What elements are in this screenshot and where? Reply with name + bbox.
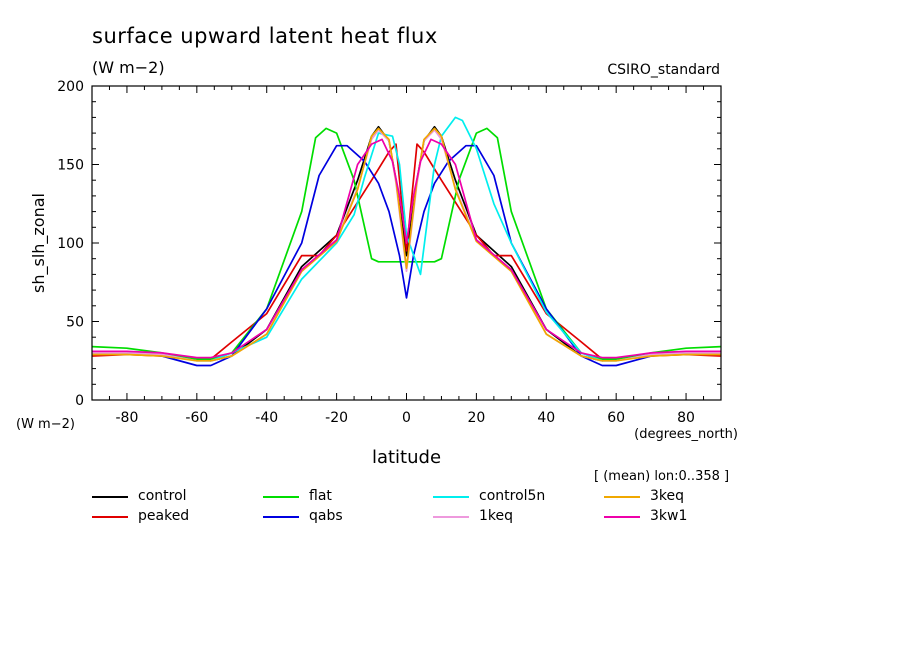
y-tick-label: 0 xyxy=(75,393,84,409)
x-tick-label: -80 xyxy=(116,410,139,426)
plot-frame xyxy=(91,85,722,401)
legend-swatch xyxy=(92,496,128,498)
chart-series xyxy=(91,116,722,367)
x-tick-label: 80 xyxy=(677,410,695,426)
chart-labels: -80 -60 -40 -20 0 20 40 60 80 0 50 100 150 200 sh_slh_… xyxy=(16,79,738,468)
y-tick-label: 100 xyxy=(57,236,84,252)
legend-label: 3keq xyxy=(650,488,685,504)
y-tick-label: 50 xyxy=(66,315,84,331)
legend-label: flat xyxy=(309,488,332,504)
legend-swatch xyxy=(604,496,640,498)
legend-swatch xyxy=(433,496,469,498)
series-line-3keq xyxy=(92,127,721,362)
legend-swatch xyxy=(92,516,128,518)
legend-swatch xyxy=(604,516,640,518)
x-tick-label: 20 xyxy=(467,410,485,426)
x-tick-label: -60 xyxy=(185,410,208,426)
legend-label: 3kw1 xyxy=(650,508,688,524)
y-axis-units: (W m−2) xyxy=(16,417,75,432)
averaging-note: [ (mean) lon:0..358 ] xyxy=(594,469,730,484)
legend-label: 1keq xyxy=(479,508,514,524)
y-tick-label: 200 xyxy=(57,79,84,95)
x-tick-label: -40 xyxy=(255,410,278,426)
x-tick-label: 40 xyxy=(537,410,555,426)
y-tick-label: 150 xyxy=(57,158,84,174)
x-tick-label: 0 xyxy=(402,410,411,426)
legend-swatch xyxy=(263,516,299,518)
legend-label: control xyxy=(138,488,187,504)
legend-label: qabs xyxy=(309,508,343,524)
x-tick-label: -20 xyxy=(325,410,348,426)
legend-label: peaked xyxy=(138,508,190,524)
series-line-3kw1 xyxy=(92,138,721,359)
legend-label: control5n xyxy=(479,488,546,504)
x-axis-label: latitude xyxy=(372,447,441,468)
x-axis-units: (degrees_north) xyxy=(634,427,738,442)
chart-title: surface upward latent heat flux xyxy=(92,24,438,48)
legend-swatch xyxy=(263,496,299,498)
chart-units: (W m−2) xyxy=(92,58,165,77)
x-tick-label: 60 xyxy=(607,410,625,426)
legend-swatch xyxy=(433,516,469,518)
series-line-peaked xyxy=(91,143,722,361)
y-axis-label: sh_slh_zonal xyxy=(29,193,49,293)
model-name: CSIRO_standard xyxy=(607,62,720,78)
